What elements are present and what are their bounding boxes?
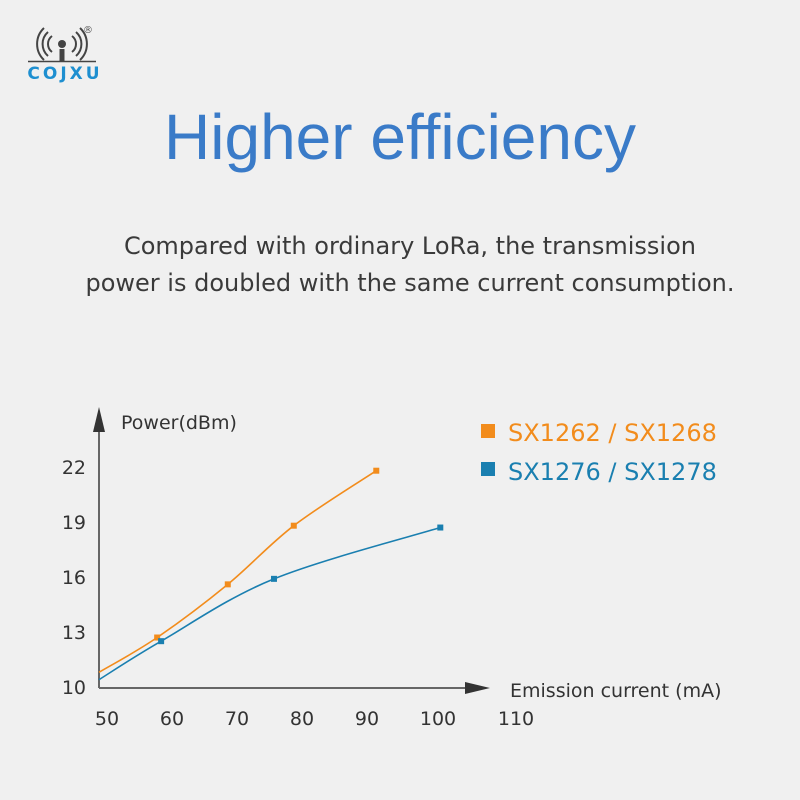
data-point-marker: [373, 467, 380, 474]
legend-swatch-sx1262: [481, 424, 495, 438]
y-axis-arrow-icon: [93, 407, 105, 432]
y-tick-label: 13: [62, 622, 86, 644]
subtitle-line-1: Compared with ordinary LoRa, the transmi…: [123, 232, 696, 260]
y-tick-label: 16: [62, 567, 86, 589]
registered-mark: ®: [83, 25, 93, 36]
x-tick-label: 60: [160, 708, 184, 730]
series-line-0: [98, 470, 377, 674]
x-tick-label: 90: [355, 708, 379, 730]
data-point-marker: [270, 575, 277, 582]
data-point-marker: [158, 638, 165, 645]
data-point-marker: [224, 581, 231, 588]
y-tick-label: 22: [62, 457, 86, 479]
series-line-1: [98, 526, 441, 681]
x-tick-label: 50: [95, 708, 119, 730]
y-tick-label: 19: [62, 512, 86, 534]
x-tick-label: 80: [290, 708, 314, 730]
y-tick-label: 10: [62, 677, 86, 699]
legend-label-sx1262: SX1262 / SX1268: [508, 419, 717, 447]
data-point-marker: [154, 634, 161, 641]
legend-swatch-sx1276: [481, 462, 495, 476]
x-axis-arrow-icon: [465, 682, 490, 694]
brand-name: COJXU: [27, 64, 103, 84]
x-tick-label: 100: [420, 708, 456, 730]
x-axis-title: Emission current (mA): [510, 680, 722, 702]
legend-label-sx1276: SX1276 / SX1278: [508, 458, 717, 486]
page-title: Higher efficiency: [164, 101, 636, 173]
subtitle: Compared with ordinary LoRa, the transmi…: [0, 228, 800, 302]
x-tick-label: 70: [225, 708, 249, 730]
y-axis-title: Power(dBm): [121, 412, 237, 434]
data-point-marker: [437, 524, 444, 531]
axes: Power(dBm) Emission current (mA): [93, 407, 722, 702]
x-tick-label: 110: [498, 708, 534, 730]
data-point-marker: [290, 522, 297, 529]
brand-logo-antenna-icon: [28, 27, 96, 63]
subtitle-line-2: power is doubled with the same current c…: [85, 269, 735, 297]
legend: SX1262 / SX1268 SX1276 / SX1278: [481, 419, 717, 486]
